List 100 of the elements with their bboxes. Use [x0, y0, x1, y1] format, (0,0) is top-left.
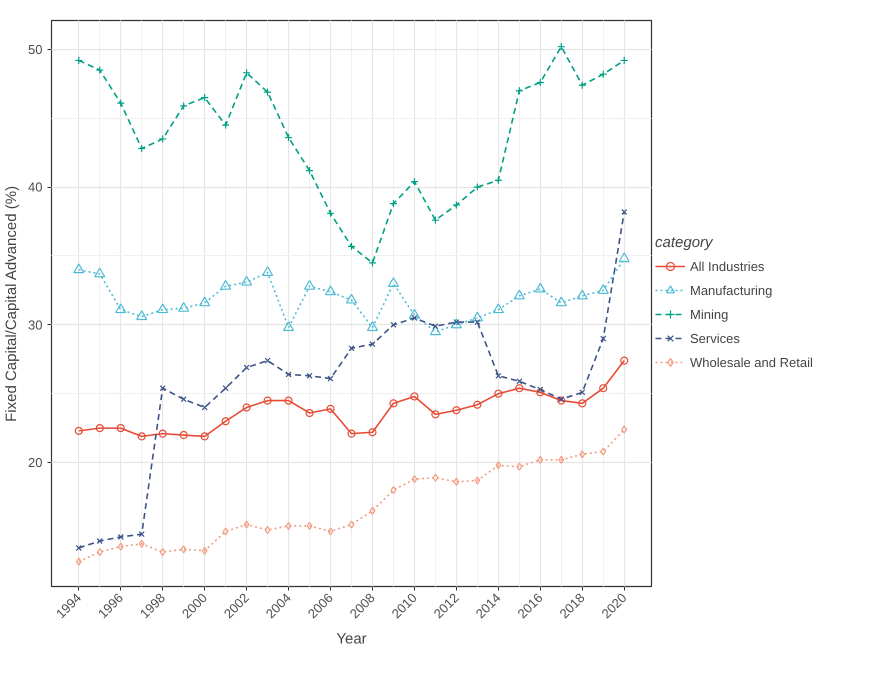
legend-label: All Industries	[690, 258, 764, 274]
point	[305, 408, 314, 418]
point	[158, 430, 167, 438]
point	[599, 384, 608, 392]
point	[160, 548, 166, 556]
point	[160, 385, 166, 392]
point	[410, 392, 419, 401]
point	[369, 341, 376, 348]
y-tick-label: 30	[28, 317, 43, 332]
point	[368, 428, 377, 436]
legend-label: Manufacturing	[690, 282, 772, 298]
point	[431, 216, 440, 224]
point	[202, 404, 208, 411]
point	[242, 68, 251, 77]
legend-label: Services	[690, 330, 740, 346]
point	[599, 70, 608, 78]
point	[136, 310, 148, 320]
y-tick-label: 50	[28, 42, 43, 57]
point	[579, 450, 586, 458]
point	[620, 356, 628, 365]
point	[244, 520, 250, 529]
point	[514, 290, 525, 300]
point	[537, 456, 544, 464]
point	[579, 389, 586, 396]
point	[494, 390, 502, 398]
point	[284, 133, 293, 142]
point	[368, 258, 377, 267]
point	[118, 534, 124, 540]
point	[537, 386, 544, 393]
point	[138, 540, 145, 548]
point	[366, 321, 378, 332]
point	[158, 134, 167, 144]
point	[282, 321, 294, 332]
point	[473, 183, 482, 192]
point	[621, 425, 628, 434]
point	[199, 296, 210, 306]
y-axis-title: Fixed Capital/Capital Advanced (%)	[3, 186, 20, 422]
point	[408, 308, 420, 319]
y-tick-label: 40	[28, 180, 43, 195]
point	[494, 176, 502, 184]
x-axis-title: Year	[336, 630, 367, 648]
point	[74, 426, 83, 435]
point	[324, 285, 336, 296]
point	[411, 314, 418, 322]
point	[388, 277, 400, 288]
point	[576, 290, 588, 300]
point	[96, 538, 103, 544]
point	[305, 166, 314, 175]
point	[557, 396, 566, 405]
point	[116, 424, 125, 432]
point	[432, 323, 438, 330]
legend-label: Wholesale and Retail	[690, 354, 813, 370]
point	[222, 121, 230, 130]
point	[515, 384, 524, 392]
point	[306, 372, 313, 379]
point	[618, 252, 630, 262]
point	[96, 66, 104, 74]
point	[600, 336, 606, 342]
y-tick-label: 20	[28, 455, 43, 470]
point	[620, 56, 628, 65]
point	[326, 209, 335, 218]
point	[180, 102, 188, 110]
point	[138, 432, 146, 440]
point	[178, 302, 190, 312]
point	[598, 284, 609, 294]
point	[96, 424, 104, 432]
point	[536, 388, 544, 396]
point	[492, 303, 504, 314]
point	[263, 88, 272, 96]
point	[495, 461, 502, 470]
point	[262, 266, 274, 276]
point	[180, 545, 187, 554]
point	[431, 410, 440, 418]
point	[222, 417, 230, 426]
point	[556, 296, 567, 306]
point	[347, 242, 356, 250]
point	[410, 178, 419, 186]
point	[220, 280, 232, 290]
point	[389, 399, 398, 408]
point	[346, 294, 358, 304]
point	[326, 404, 335, 413]
point	[452, 406, 460, 414]
point	[370, 506, 376, 515]
point	[76, 558, 82, 566]
point	[263, 396, 272, 405]
point	[73, 263, 84, 274]
point	[536, 78, 544, 87]
point	[474, 319, 480, 326]
point	[115, 303, 126, 314]
point	[452, 200, 460, 210]
point	[534, 282, 546, 293]
point	[430, 325, 442, 336]
point	[222, 527, 229, 536]
point	[327, 375, 334, 382]
point	[515, 86, 524, 95]
point	[264, 358, 271, 364]
point	[495, 372, 502, 379]
point	[578, 399, 586, 408]
point	[558, 396, 564, 402]
point	[96, 548, 103, 556]
